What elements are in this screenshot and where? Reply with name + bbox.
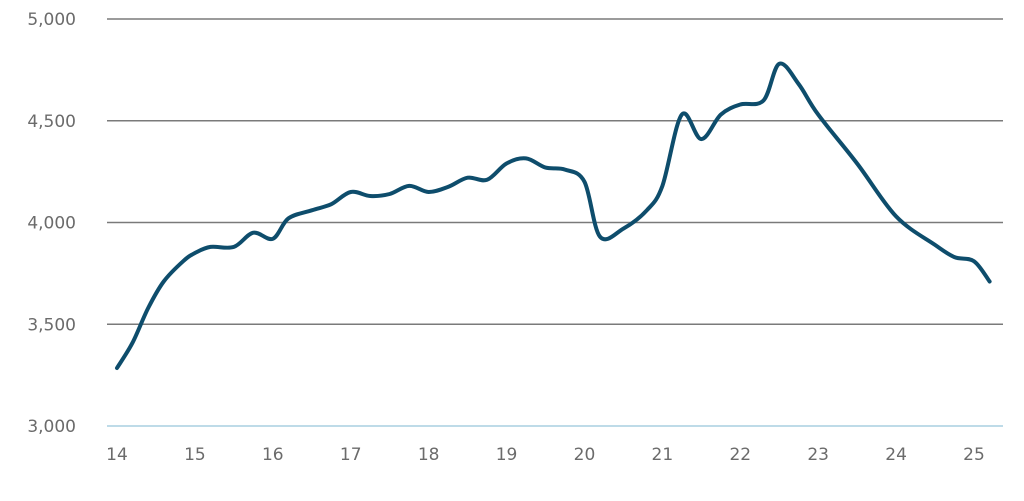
x-axis-tick-labels: 14 15 16 17 18 19 20 21 22 23 24 25 — [106, 445, 985, 465]
y-tick-label: 3,500 — [27, 315, 76, 335]
series-line — [115, 61, 992, 370]
y-tick-label: 5,000 — [27, 10, 76, 30]
y-axis-tick-labels: 3,000 3,500 4,000 4,500 5,000 — [27, 10, 76, 437]
x-tick-label: 20 — [574, 445, 596, 465]
x-tick-label: 23 — [807, 445, 829, 465]
x-tick-label: 14 — [106, 445, 128, 465]
x-tick-label: 17 — [340, 445, 362, 465]
x-tick-label: 15 — [184, 445, 206, 465]
series-layer — [115, 61, 992, 370]
x-tick-label: 21 — [652, 445, 674, 465]
y-tick-label: 3,000 — [27, 417, 76, 437]
y-tick-label: 4,000 — [27, 214, 76, 234]
x-tick-label: 16 — [262, 445, 284, 465]
x-tick-label: 22 — [729, 445, 751, 465]
x-tick-label: 25 — [963, 445, 985, 465]
y-tick-label: 4,500 — [27, 112, 76, 132]
x-tick-label: 18 — [418, 445, 440, 465]
x-tick-label: 24 — [885, 445, 907, 465]
x-tick-label: 19 — [496, 445, 518, 465]
gridlines — [107, 18, 1003, 427]
